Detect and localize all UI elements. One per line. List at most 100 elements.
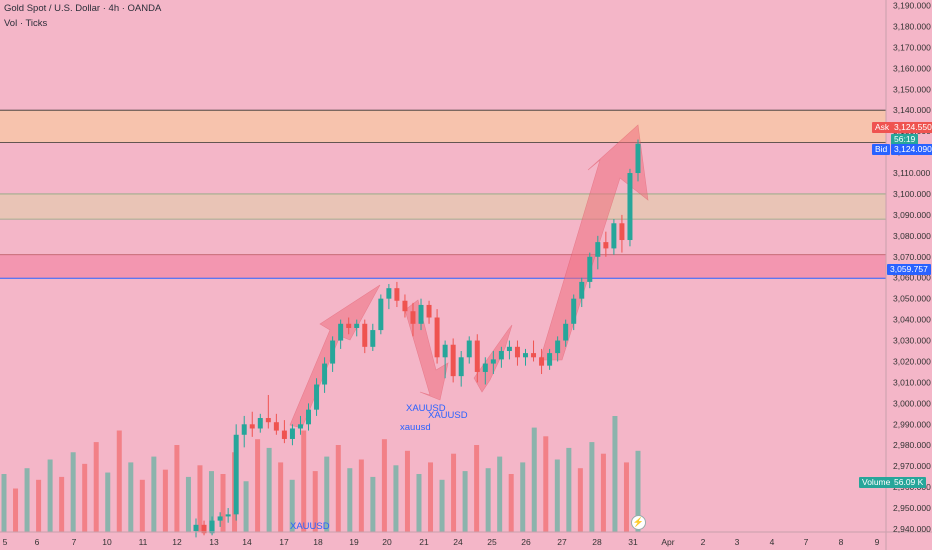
candle bbox=[506, 340, 512, 360]
candle bbox=[498, 346, 504, 368]
candle bbox=[539, 348, 545, 375]
y-tick-label: 3,020.000 bbox=[893, 356, 931, 366]
volume-bar bbox=[13, 488, 19, 532]
candle bbox=[257, 413, 263, 433]
candle bbox=[306, 403, 312, 431]
candle bbox=[265, 394, 271, 429]
y-tick-label: 3,150.000 bbox=[893, 84, 931, 94]
x-tick-label: 11 bbox=[139, 537, 148, 547]
volume-bar bbox=[128, 462, 134, 532]
trend-arrow-3 bbox=[539, 124, 649, 361]
volume-bar bbox=[151, 456, 157, 532]
candle bbox=[595, 235, 601, 270]
volume-subtitle: Vol · Ticks bbox=[4, 18, 48, 29]
y-tick-label: 2,980.000 bbox=[893, 440, 931, 450]
volume-bar bbox=[105, 472, 111, 532]
candle bbox=[233, 424, 239, 521]
candle bbox=[547, 348, 553, 370]
volume-bar bbox=[36, 479, 42, 532]
candle bbox=[297, 415, 303, 435]
volume-bar bbox=[497, 456, 503, 532]
x-tick-label: Apr bbox=[661, 537, 674, 547]
symbol-annotation-3: xauusd bbox=[400, 422, 431, 433]
x-tick-label: 20 bbox=[382, 537, 392, 547]
candle bbox=[450, 338, 456, 383]
volume-bar bbox=[462, 471, 468, 532]
volume-bar bbox=[474, 445, 480, 532]
ask-label: Ask bbox=[872, 122, 893, 133]
candle bbox=[531, 340, 537, 362]
candle bbox=[442, 340, 448, 379]
candle bbox=[555, 336, 561, 362]
candle bbox=[249, 411, 255, 437]
volume-bar bbox=[47, 459, 53, 532]
x-tick-label: 12 bbox=[172, 537, 182, 547]
volume-bar bbox=[243, 481, 249, 532]
volume-bar bbox=[208, 471, 214, 532]
x-tick-label: 7 bbox=[804, 537, 809, 547]
zone-2 bbox=[0, 254, 886, 279]
x-tick-label: 9 bbox=[875, 537, 880, 547]
y-tick-label: 3,090.000 bbox=[893, 210, 931, 220]
volume-bar bbox=[612, 416, 618, 532]
candle bbox=[354, 319, 360, 337]
x-tick-label: 19 bbox=[349, 537, 359, 547]
volume-bar bbox=[266, 447, 272, 532]
candle bbox=[394, 281, 400, 308]
candle bbox=[378, 294, 384, 335]
y-tick-label: 3,000.000 bbox=[893, 398, 931, 408]
x-tick-label: 25 bbox=[487, 537, 497, 547]
candle bbox=[193, 518, 199, 538]
x-tick-label: 18 bbox=[313, 537, 323, 547]
volume-bar bbox=[278, 462, 284, 532]
x-tick-label: 17 bbox=[279, 537, 289, 547]
y-tick-label: 3,160.000 bbox=[893, 63, 931, 73]
x-tick-label: 27 bbox=[557, 537, 567, 547]
symbol-annotation-4: XAUUSD bbox=[290, 521, 330, 532]
y-tick-label: 3,030.000 bbox=[893, 336, 931, 346]
volume-value: 56.09 K bbox=[891, 477, 927, 488]
candle bbox=[490, 351, 496, 375]
volume-bar bbox=[451, 453, 457, 532]
volume-bar bbox=[139, 479, 145, 532]
candle bbox=[281, 420, 287, 444]
volume-bar bbox=[554, 459, 560, 532]
y-tick-label: 2,970.000 bbox=[893, 461, 931, 471]
volume-bar bbox=[162, 469, 168, 532]
y-tick-label: 3,040.000 bbox=[893, 315, 931, 325]
x-tick-label: 26 bbox=[521, 537, 531, 547]
candle bbox=[273, 413, 279, 435]
y-tick-label: 3,070.000 bbox=[893, 252, 931, 262]
y-tick-label: 3,110.000 bbox=[893, 168, 930, 178]
candle bbox=[514, 340, 520, 366]
volume-bar bbox=[381, 439, 387, 532]
y-tick-label: 3,010.000 bbox=[893, 377, 931, 387]
y-tick-label: 2,950.000 bbox=[893, 503, 931, 513]
volume-bar bbox=[70, 452, 76, 532]
volume-bar bbox=[531, 427, 537, 532]
ask-price: 3,124.550 bbox=[891, 122, 932, 133]
volume-bar bbox=[566, 447, 572, 532]
candle bbox=[217, 512, 223, 527]
y-tick-label: 3,050.000 bbox=[893, 294, 931, 304]
lightning-icon[interactable]: ⚡ bbox=[631, 515, 646, 530]
volume-bar bbox=[600, 453, 606, 532]
y-tick-label: 2,990.000 bbox=[893, 419, 931, 429]
candle bbox=[370, 323, 376, 352]
candle bbox=[635, 139, 641, 182]
candle bbox=[611, 219, 617, 255]
bid-price: 3,124.090 bbox=[891, 144, 932, 155]
candle bbox=[386, 284, 392, 310]
volume-bar bbox=[439, 479, 445, 532]
candle bbox=[474, 334, 480, 383]
volume-bar bbox=[428, 462, 434, 532]
x-tick-label: 21 bbox=[419, 537, 429, 547]
level-price-tag: 3,059.757 bbox=[887, 264, 931, 275]
symbol-annotation-2: XAUUSD bbox=[428, 410, 468, 421]
volume-bar bbox=[623, 462, 629, 532]
y-tick-label: 3,080.000 bbox=[893, 231, 931, 241]
candle bbox=[402, 294, 408, 318]
volume-bar bbox=[289, 479, 295, 532]
